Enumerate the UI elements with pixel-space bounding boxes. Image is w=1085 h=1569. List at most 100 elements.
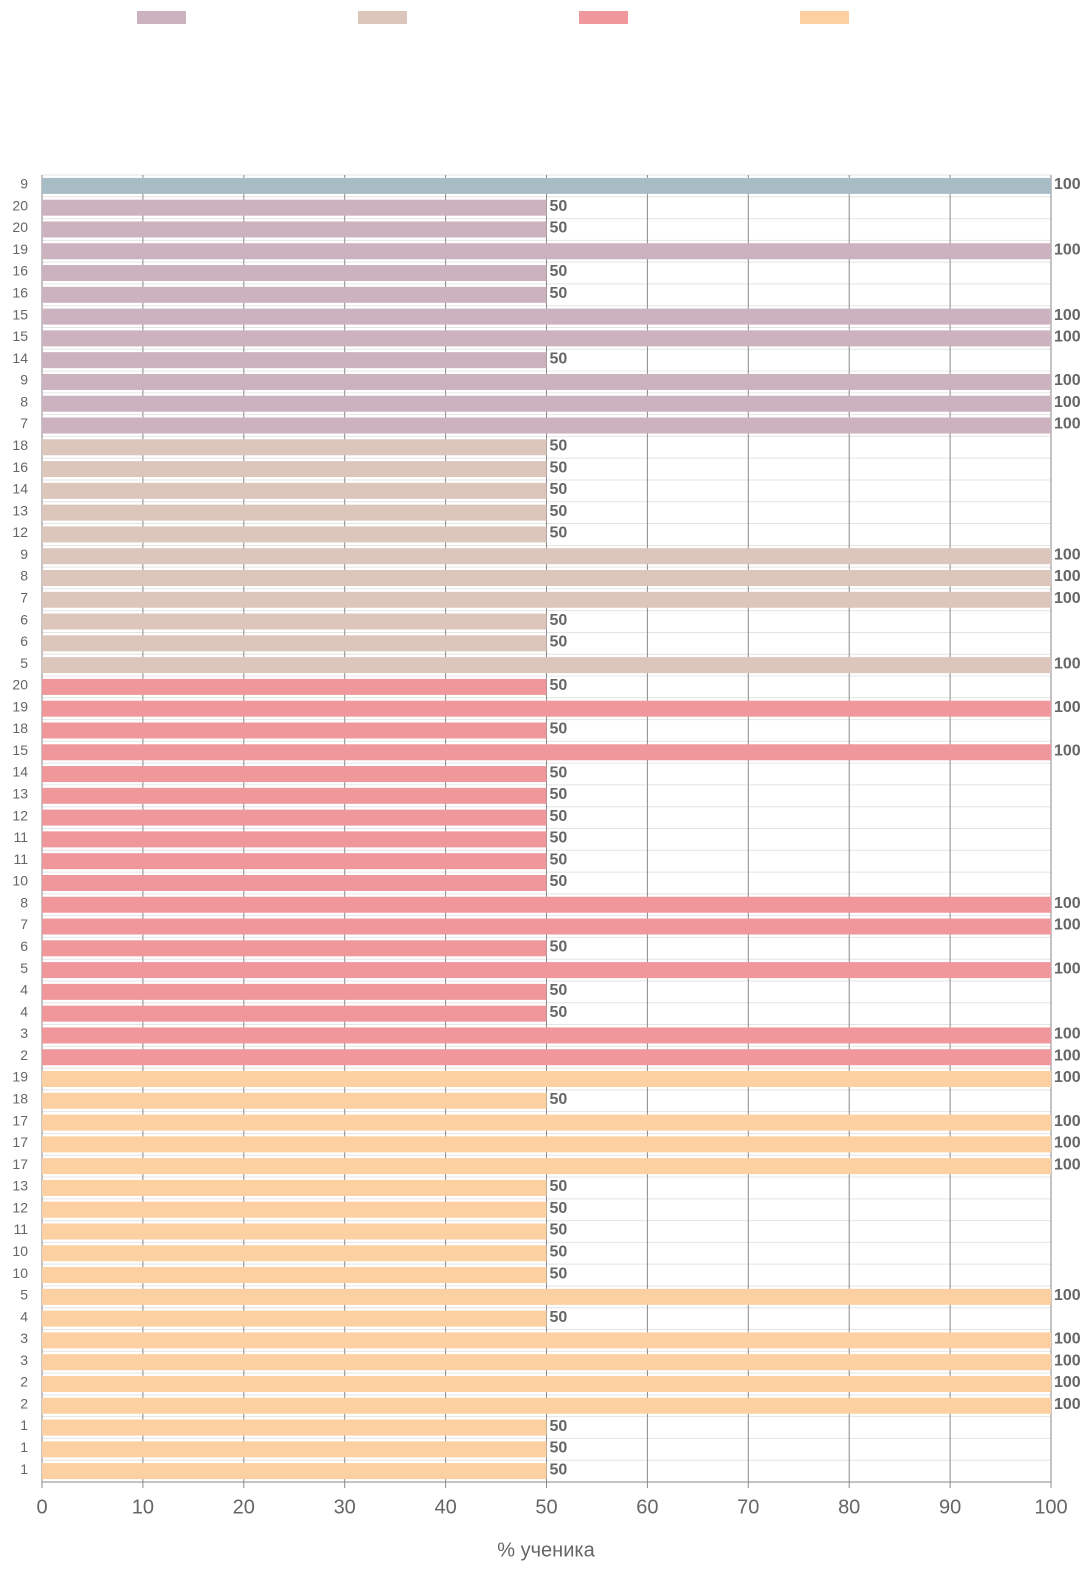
bar	[42, 1201, 547, 1218]
value-label: 50	[550, 1461, 568, 1478]
bar	[42, 1136, 1051, 1153]
value-label: 50	[550, 525, 568, 542]
y-tick-label: 17	[12, 1134, 28, 1150]
value-label: 100	[1054, 176, 1081, 193]
bar	[42, 1419, 547, 1436]
value-label: 50	[550, 1091, 568, 1108]
bar	[42, 199, 547, 216]
y-tick-label: 19	[12, 698, 28, 714]
bar	[42, 1092, 547, 1109]
y-tick-label: 17	[12, 1156, 28, 1172]
value-label: 50	[550, 1178, 568, 1195]
value-label: 50	[550, 677, 568, 694]
y-tick-label: 3	[20, 1025, 28, 1041]
y-tick-label: 11	[13, 1221, 28, 1237]
bar	[42, 417, 1051, 434]
value-label: 50	[550, 503, 568, 520]
y-tick-label: 18	[12, 720, 28, 736]
x-tick-label: 40	[434, 1496, 456, 1518]
value-label: 50	[550, 830, 568, 847]
value-label: 50	[550, 198, 568, 215]
bar	[42, 1245, 547, 1262]
value-label: 100	[1054, 329, 1081, 346]
y-tick-label: 19	[12, 241, 28, 257]
y-tick-label: 14	[12, 350, 28, 366]
bar	[42, 1288, 1051, 1305]
value-label: 50	[550, 1309, 568, 1326]
y-tick-label: 19	[12, 1069, 28, 1085]
value-label: 100	[1054, 416, 1081, 433]
bar	[42, 352, 547, 369]
y-tick-label: 9	[20, 546, 28, 562]
y-tick-label: 10	[12, 873, 28, 889]
value-label: 50	[550, 220, 568, 237]
x-axis-title: % ученика	[497, 1539, 595, 1561]
value-label: 100	[1054, 1156, 1081, 1173]
legend-swatch	[800, 11, 849, 24]
value-label: 100	[1054, 1026, 1081, 1043]
bar	[42, 482, 547, 499]
value-label: 50	[550, 438, 568, 455]
y-tick-label: 8	[20, 568, 28, 584]
value-label: 100	[1054, 960, 1081, 977]
y-tick-label: 9	[20, 372, 28, 388]
y-tick-label: 14	[12, 481, 28, 497]
legend-swatch	[137, 11, 186, 24]
bar	[42, 548, 1051, 565]
value-label: 100	[1054, 1331, 1081, 1348]
bar	[42, 221, 547, 238]
value-label: 50	[550, 263, 568, 280]
y-tick-label: 12	[12, 524, 28, 540]
y-tick-label: 16	[12, 285, 28, 301]
bar	[42, 1267, 547, 1284]
value-label: 50	[550, 1418, 568, 1435]
y-tick-label: 3	[20, 1352, 28, 1368]
bar	[42, 962, 1051, 979]
value-label: 100	[1054, 917, 1081, 934]
x-tick-label: 50	[535, 1496, 557, 1518]
bar	[42, 1310, 547, 1327]
value-label: 50	[550, 721, 568, 738]
bar	[42, 809, 547, 826]
x-tick-label: 30	[334, 1496, 356, 1518]
value-label: 50	[550, 634, 568, 651]
y-tick-label: 7	[20, 589, 28, 605]
bar	[42, 461, 547, 478]
value-label: 100	[1054, 307, 1081, 324]
value-label: 100	[1054, 568, 1081, 585]
bar	[42, 613, 547, 630]
bar	[42, 896, 1051, 913]
y-tick-label: 15	[12, 742, 28, 758]
bar	[42, 1179, 547, 1196]
bar	[42, 787, 547, 804]
y-tick-label: 13	[12, 502, 28, 518]
value-label: 100	[1054, 1287, 1081, 1304]
y-tick-label: 9	[20, 176, 28, 192]
value-label: 50	[550, 1440, 568, 1457]
y-tick-label: 4	[20, 982, 28, 998]
y-tick-label: 12	[12, 807, 28, 823]
y-tick-label: 15	[12, 306, 28, 322]
value-label: 50	[550, 982, 568, 999]
y-tick-label: 2	[20, 1395, 28, 1411]
y-tick-label: 4	[20, 1308, 28, 1324]
bar	[42, 1441, 547, 1458]
bar	[42, 1463, 547, 1480]
y-tick-label: 1	[20, 1417, 28, 1433]
y-tick-label: 6	[20, 611, 28, 627]
x-tick-label: 20	[233, 1496, 255, 1518]
value-label: 100	[1054, 1396, 1081, 1413]
bar	[42, 591, 1051, 608]
x-tick-label: 80	[838, 1496, 860, 1518]
bar	[42, 243, 1051, 260]
value-label: 50	[550, 1243, 568, 1260]
bar	[42, 569, 1051, 586]
value-label: 100	[1054, 1135, 1081, 1152]
bar	[42, 330, 1051, 347]
bar	[42, 1049, 1051, 1066]
bar	[42, 1354, 1051, 1371]
y-tick-label: 1	[20, 1461, 28, 1477]
bar	[42, 744, 1051, 761]
value-label: 100	[1054, 1113, 1081, 1130]
value-label: 100	[1054, 699, 1081, 716]
